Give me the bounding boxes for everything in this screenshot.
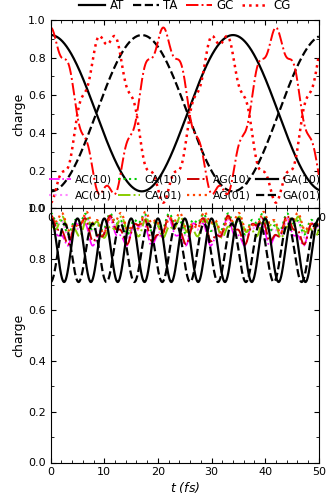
X-axis label: $t$ (fs): $t$ (fs) bbox=[170, 226, 200, 241]
Legend: AC(10), AC(01), CA(10), CA(01), AG(10), AG(01), GA(10), GA(01): AC(10), AC(01), CA(10), CA(01), AG(10), … bbox=[49, 175, 320, 201]
Y-axis label: charge: charge bbox=[12, 92, 25, 136]
Y-axis label: charge: charge bbox=[12, 314, 25, 357]
Legend: AT, TA, GC, CG: AT, TA, GC, CG bbox=[79, 0, 290, 12]
X-axis label: $t$ (fs): $t$ (fs) bbox=[170, 480, 200, 495]
